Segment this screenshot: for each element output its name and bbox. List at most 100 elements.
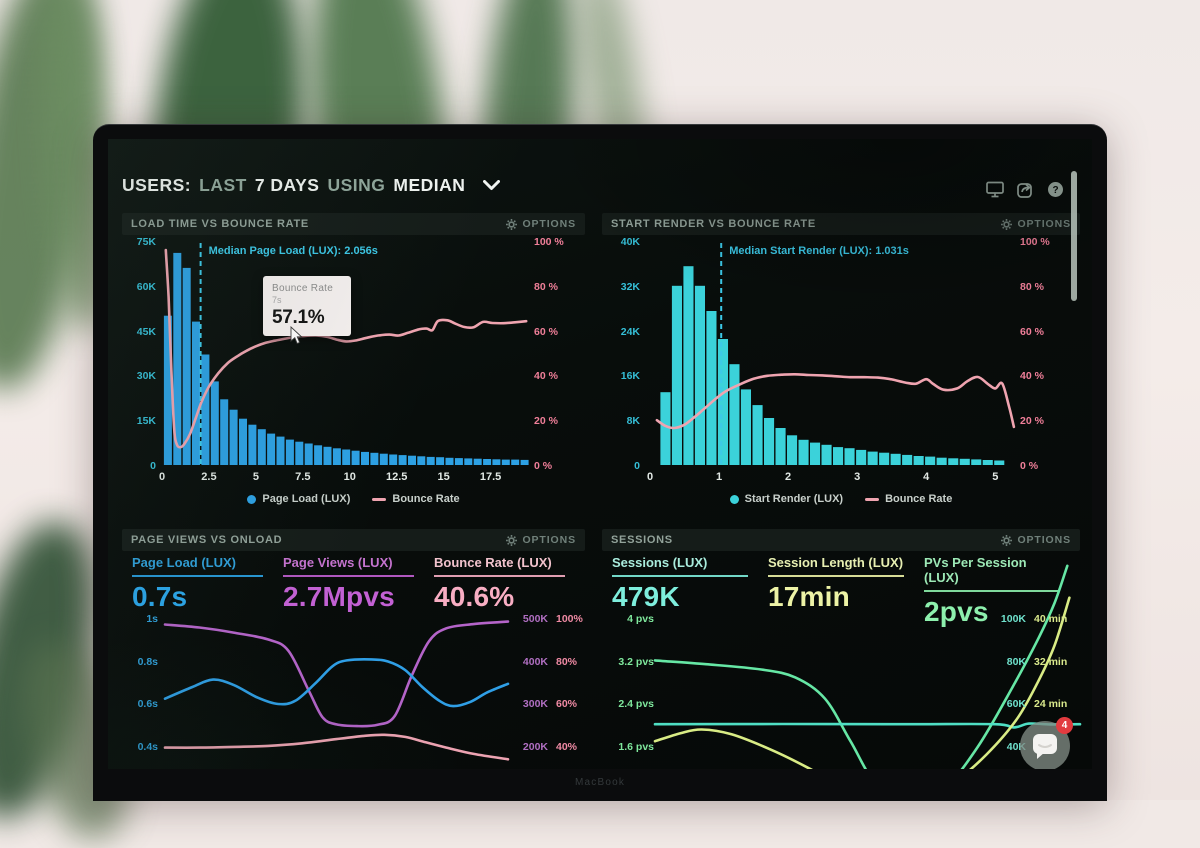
histogram-bar[interactable]	[844, 448, 855, 465]
histogram-bar[interactable]	[173, 252, 182, 465]
histogram-bar[interactable]	[925, 456, 936, 465]
metric: Page Views (LUX) 2.7Mpvs	[283, 555, 434, 613]
histogram-bar[interactable]	[454, 458, 463, 465]
histogram-bar[interactable]	[370, 452, 379, 465]
histogram-bar[interactable]	[182, 267, 191, 465]
histogram-bar[interactable]	[408, 455, 416, 465]
chat-widget-button[interactable]: 4	[1020, 717, 1073, 769]
histogram-bar[interactable]	[520, 459, 529, 465]
options-button[interactable]: OPTIONS	[1001, 218, 1071, 230]
histogram-bar[interactable]	[694, 285, 705, 465]
histogram-bar[interactable]	[473, 458, 482, 465]
laptop-brand-label: MacBook	[574, 777, 626, 788]
histogram-bar[interactable]	[239, 418, 247, 465]
histogram-bar[interactable]	[764, 418, 775, 465]
histogram-bar[interactable]	[660, 392, 671, 465]
histogram-bar[interactable]	[729, 364, 740, 465]
histogram-bar[interactable]	[220, 399, 229, 465]
options-button[interactable]: OPTIONS	[506, 534, 576, 546]
histogram-bar[interactable]	[752, 405, 763, 465]
histogram-bar[interactable]	[867, 451, 878, 465]
histogram-bar[interactable]	[379, 453, 388, 465]
histogram-bar[interactable]	[492, 459, 501, 465]
y-axis-label: 80%	[556, 655, 578, 668]
histogram-bar[interactable]	[483, 459, 492, 465]
histogram-bar[interactable]	[163, 315, 172, 465]
histogram-bar[interactable]	[201, 354, 210, 466]
histogram-bar[interactable]	[210, 381, 219, 465]
y-axis-label: 100K	[1000, 613, 1026, 625]
histogram-bar[interactable]	[810, 442, 821, 465]
histogram-bar[interactable]	[775, 428, 786, 465]
histogram-bar[interactable]	[683, 266, 694, 465]
display-icon[interactable]	[986, 181, 1004, 198]
histogram-bar[interactable]	[936, 457, 947, 465]
tooltip-value: 57.1%	[272, 307, 325, 328]
histogram-bar[interactable]	[285, 439, 294, 465]
histogram-bar[interactable]	[229, 409, 238, 465]
histogram-bar[interactable]	[879, 452, 890, 465]
histogram-bar[interactable]	[798, 439, 809, 465]
histogram-bar[interactable]	[389, 454, 398, 466]
help-icon[interactable]: ?	[1047, 181, 1064, 198]
toolbar-icons: ?	[986, 181, 1064, 198]
histogram-bar[interactable]	[833, 447, 844, 465]
histogram-bar[interactable]	[192, 321, 200, 465]
timeframe-dropdown[interactable]: USERS: LAST 7 DAYS USING MEDIAN	[122, 175, 501, 196]
histogram-bar[interactable]	[994, 460, 1005, 466]
histogram-bar[interactable]	[511, 459, 520, 465]
chart-plot[interactable]	[650, 241, 1016, 465]
tooltip-series: Bounce Rate	[272, 283, 334, 294]
chevron-down-icon[interactable]	[483, 180, 501, 191]
histogram-bar[interactable]	[304, 443, 313, 466]
histogram-bar[interactable]	[913, 456, 924, 465]
histogram-bar[interactable]	[436, 457, 445, 465]
histogram-bar[interactable]	[276, 436, 285, 465]
histogram-bar[interactable]	[445, 457, 454, 465]
histogram-bar[interactable]	[501, 459, 510, 465]
title-word: USING	[327, 175, 386, 195]
histogram-bar[interactable]	[267, 433, 276, 465]
x-axis-label: 12.5	[385, 471, 408, 483]
options-button[interactable]: OPTIONS	[1001, 534, 1071, 546]
histogram-bar[interactable]	[332, 448, 341, 465]
histogram-bar[interactable]	[314, 445, 323, 465]
histogram-bar[interactable]	[351, 450, 360, 465]
histogram-bar[interactable]	[890, 453, 901, 465]
options-button[interactable]: OPTIONS	[506, 218, 576, 230]
chart-plot[interactable]	[163, 613, 510, 769]
legend-item: Start Render (LUX)	[729, 493, 844, 505]
histogram-bar[interactable]	[706, 311, 717, 465]
histogram-bar[interactable]	[856, 449, 867, 465]
histogram-bar[interactable]	[717, 339, 728, 465]
histogram-bar[interactable]	[821, 444, 832, 465]
legend-label: Start Render (LUX)	[744, 493, 844, 505]
histogram-bar[interactable]	[982, 460, 993, 465]
scrollbar[interactable]	[1071, 171, 1077, 301]
histogram-bar[interactable]	[426, 456, 435, 465]
histogram-bar[interactable]	[361, 451, 369, 465]
share-icon[interactable]	[1017, 181, 1034, 198]
histogram-bar[interactable]	[948, 458, 959, 465]
histogram-bar[interactable]	[257, 429, 266, 465]
histogram-bar[interactable]	[971, 459, 982, 465]
chart-plot[interactable]	[162, 241, 530, 465]
histogram-bar[interactable]	[398, 455, 407, 465]
y-axis-label: 30K	[136, 370, 156, 383]
histogram-bar[interactable]	[902, 454, 913, 465]
histogram-bar[interactable]	[417, 456, 426, 465]
y-axis-label: 60K	[1006, 698, 1026, 710]
histogram-bar[interactable]	[959, 458, 970, 465]
histogram-bar[interactable]	[248, 424, 257, 465]
histogram-bar[interactable]	[295, 441, 304, 465]
histogram-bar[interactable]	[323, 446, 332, 465]
x-axis-label: 3	[854, 471, 861, 483]
histogram-bar[interactable]	[787, 435, 798, 465]
line-series	[653, 564, 1069, 769]
histogram-bar[interactable]	[464, 458, 473, 465]
panel-title: LOAD TIME VS BOUNCE RATE	[131, 218, 309, 230]
histogram-bar[interactable]	[671, 285, 682, 465]
y-axis-label: 400K	[522, 655, 548, 668]
histogram-bar[interactable]	[740, 389, 751, 465]
histogram-bar[interactable]	[342, 449, 351, 466]
